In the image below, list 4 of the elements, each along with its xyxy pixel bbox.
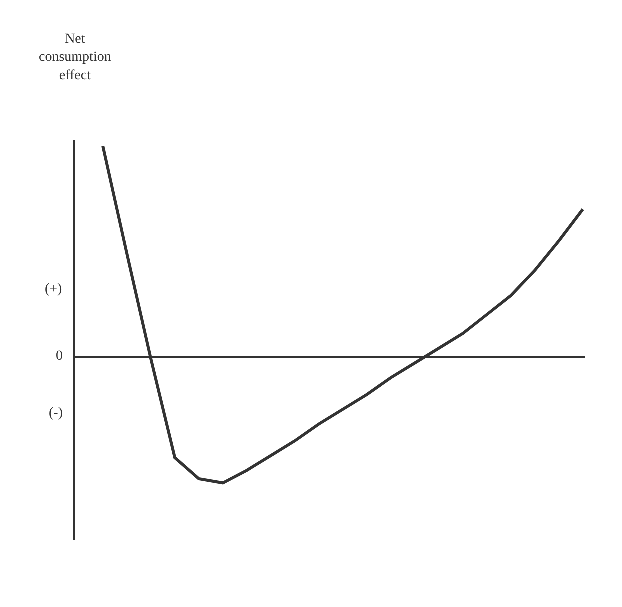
text: (+): [45, 282, 63, 297]
text: 0: [56, 349, 63, 364]
y-axis-title: Net consumption effect: [39, 32, 112, 84]
text: (-): [49, 406, 64, 421]
